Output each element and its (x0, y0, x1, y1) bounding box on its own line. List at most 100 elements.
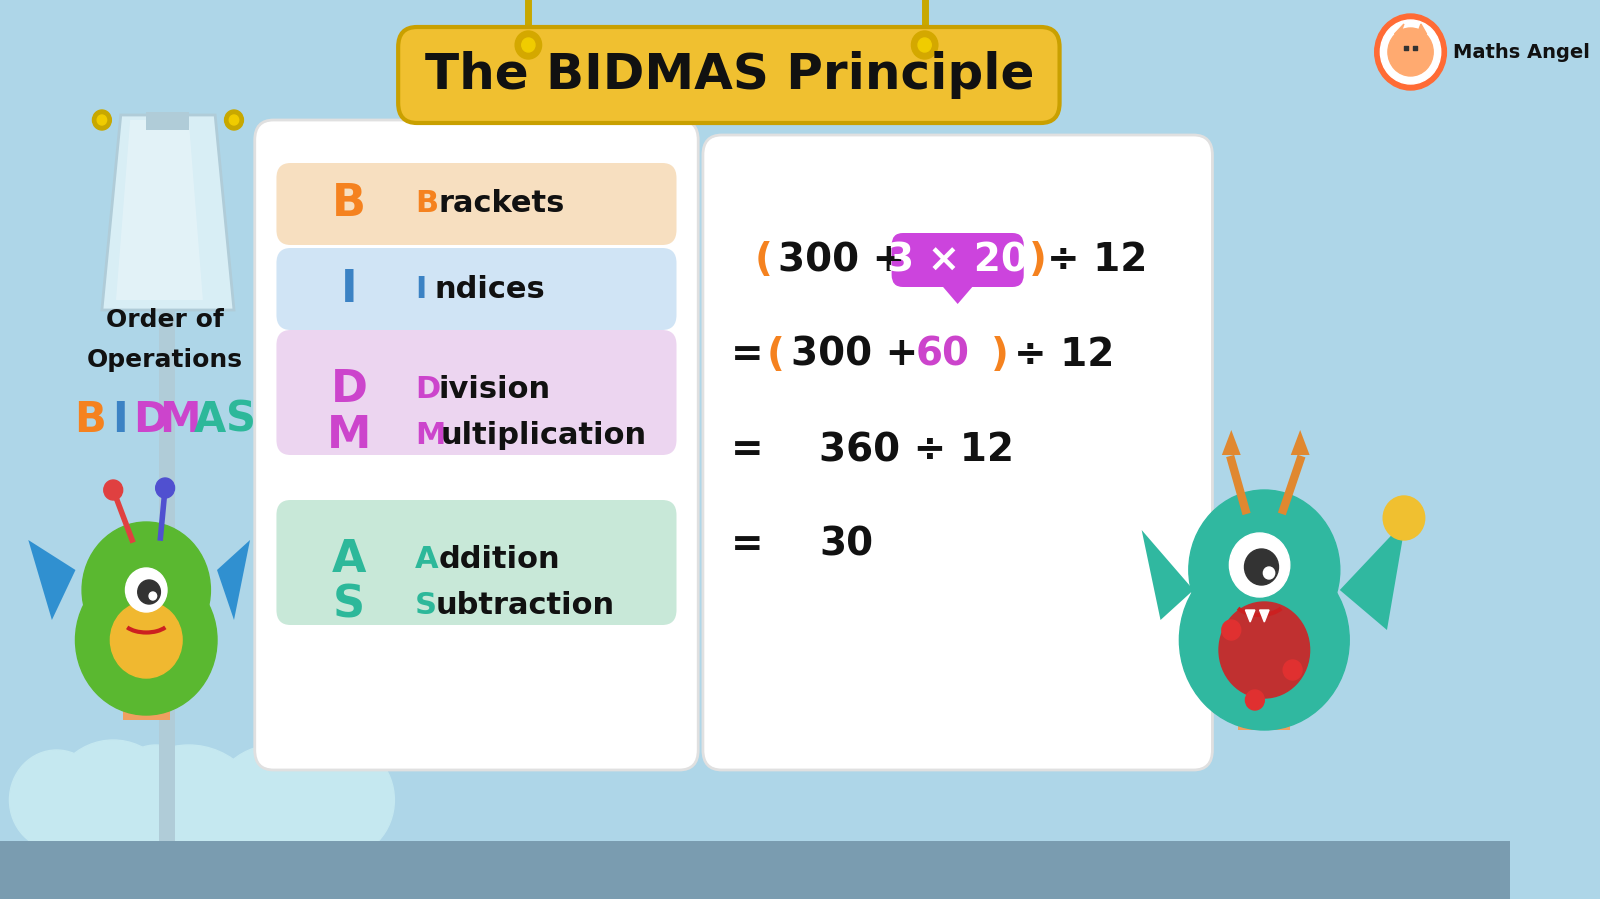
Circle shape (110, 602, 182, 678)
Text: (: ( (755, 241, 773, 279)
Circle shape (522, 38, 534, 52)
Text: Operations: Operations (86, 348, 243, 372)
Text: The BIDMAS Principle: The BIDMAS Principle (424, 51, 1034, 99)
FancyBboxPatch shape (0, 0, 1510, 899)
Circle shape (912, 31, 938, 59)
Text: ÷ 12: ÷ 12 (1014, 336, 1115, 374)
Circle shape (1245, 690, 1264, 710)
Text: =: = (731, 526, 763, 564)
Text: ): ) (990, 336, 1008, 374)
FancyBboxPatch shape (277, 248, 677, 330)
Text: (: ( (766, 336, 784, 374)
Circle shape (1189, 490, 1339, 650)
Circle shape (114, 745, 198, 835)
Polygon shape (117, 120, 203, 300)
FancyBboxPatch shape (398, 27, 1059, 123)
Circle shape (208, 745, 339, 885)
FancyBboxPatch shape (254, 120, 698, 770)
Text: ubtraction: ubtraction (435, 591, 614, 619)
Circle shape (75, 565, 218, 715)
FancyBboxPatch shape (702, 135, 1213, 770)
Circle shape (93, 110, 112, 130)
Circle shape (1219, 602, 1309, 698)
Text: 300 +: 300 + (779, 241, 906, 279)
Circle shape (1283, 660, 1302, 680)
Polygon shape (1142, 530, 1194, 620)
FancyBboxPatch shape (146, 112, 189, 130)
Circle shape (918, 38, 931, 52)
Text: 3 × 20: 3 × 20 (888, 241, 1029, 279)
Text: ): ) (1029, 241, 1046, 279)
Polygon shape (102, 115, 234, 310)
Text: D: D (133, 399, 168, 441)
Circle shape (1382, 496, 1424, 540)
FancyBboxPatch shape (891, 233, 1024, 287)
Text: M: M (326, 414, 371, 457)
Text: 30: 30 (819, 526, 874, 564)
Circle shape (1387, 28, 1434, 76)
Text: Order of: Order of (106, 308, 224, 332)
Text: A: A (331, 539, 366, 582)
Text: ddition: ddition (438, 546, 560, 574)
Circle shape (155, 478, 174, 498)
Text: S: S (333, 583, 365, 627)
Circle shape (1264, 567, 1275, 579)
Circle shape (109, 745, 269, 899)
Text: M: M (160, 399, 202, 441)
Polygon shape (1418, 24, 1427, 34)
Text: A: A (414, 546, 438, 574)
Circle shape (82, 522, 211, 658)
Polygon shape (1339, 520, 1406, 630)
FancyBboxPatch shape (277, 163, 677, 245)
Text: D: D (414, 376, 440, 405)
Circle shape (46, 740, 179, 880)
Circle shape (138, 580, 160, 604)
Circle shape (1374, 14, 1446, 90)
Text: 300 +: 300 + (790, 336, 918, 374)
Polygon shape (1259, 610, 1269, 622)
Text: rackets: rackets (438, 190, 565, 218)
Circle shape (1229, 533, 1290, 597)
FancyBboxPatch shape (1238, 665, 1290, 730)
Circle shape (98, 115, 107, 125)
FancyBboxPatch shape (158, 161, 176, 841)
Circle shape (10, 750, 104, 850)
Text: =: = (731, 336, 763, 374)
Polygon shape (1395, 24, 1403, 34)
Text: B: B (74, 399, 106, 441)
Polygon shape (1222, 430, 1240, 455)
Circle shape (224, 110, 243, 130)
Text: ivision: ivision (438, 376, 550, 405)
Text: A: A (194, 399, 227, 441)
Text: I: I (341, 268, 357, 310)
FancyBboxPatch shape (123, 660, 170, 720)
Circle shape (149, 592, 157, 600)
Circle shape (285, 742, 394, 858)
Polygon shape (29, 540, 75, 620)
Text: D: D (331, 369, 368, 412)
Polygon shape (1291, 430, 1309, 455)
Text: B: B (333, 182, 366, 226)
Polygon shape (1245, 610, 1254, 622)
Text: B: B (414, 190, 438, 218)
Text: ultiplication: ultiplication (440, 421, 646, 450)
Text: M: M (414, 421, 445, 450)
Text: I: I (414, 274, 427, 304)
Text: S: S (414, 591, 437, 619)
Circle shape (1245, 549, 1278, 585)
Text: 360 ÷ 12: 360 ÷ 12 (819, 431, 1014, 469)
Circle shape (104, 480, 123, 500)
Text: I: I (112, 399, 128, 441)
Circle shape (515, 31, 541, 59)
Circle shape (1179, 550, 1349, 730)
Text: Maths Angel: Maths Angel (1453, 42, 1590, 61)
FancyBboxPatch shape (0, 841, 1510, 899)
Text: =: = (731, 431, 763, 469)
FancyBboxPatch shape (277, 330, 677, 455)
Text: S: S (226, 399, 256, 441)
Circle shape (125, 568, 166, 612)
Text: ndices: ndices (434, 274, 544, 304)
Circle shape (229, 115, 238, 125)
Polygon shape (218, 540, 250, 620)
Circle shape (1222, 620, 1240, 640)
